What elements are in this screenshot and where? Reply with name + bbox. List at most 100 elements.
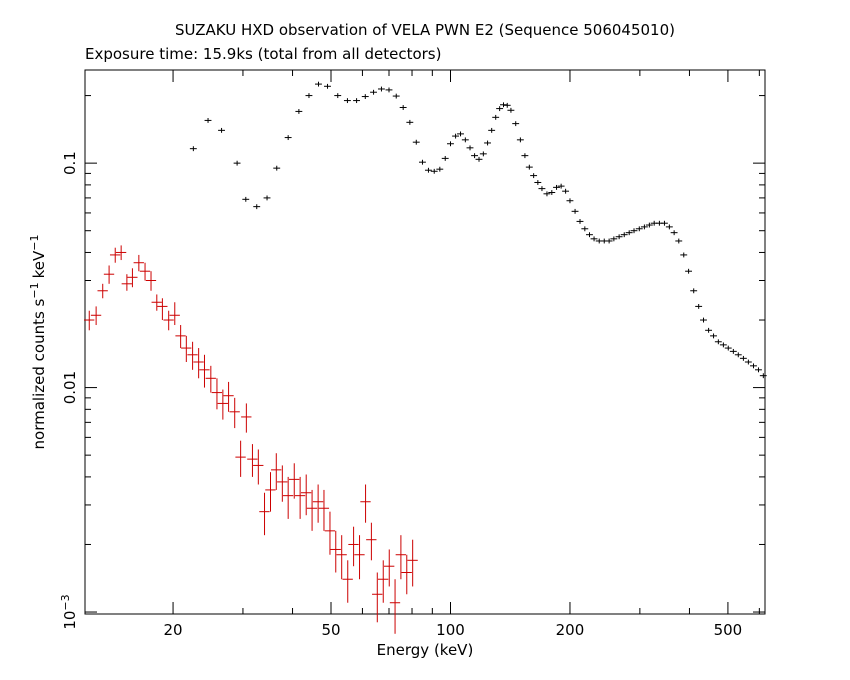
- data-point: [553, 184, 560, 190]
- data-point: [84, 310, 95, 331]
- data-point: [562, 188, 570, 194]
- data-point: [282, 476, 294, 519]
- data-point: [690, 288, 698, 294]
- data-point: [516, 137, 524, 143]
- data-point: [217, 389, 228, 420]
- data-point: [479, 151, 487, 157]
- chart-title: SUZAKU HXD observation of VELA PWN E2 (S…: [174, 21, 675, 39]
- data-point: [500, 102, 507, 108]
- data-point: [324, 511, 336, 555]
- data-point: [710, 333, 717, 339]
- data-point: [300, 474, 312, 516]
- data-point: [199, 354, 210, 388]
- data-point: [211, 378, 223, 410]
- data-point: [263, 195, 271, 201]
- data-point: [406, 119, 414, 125]
- data-point: [259, 492, 270, 536]
- data-point: [521, 153, 529, 159]
- data-point: [305, 93, 313, 99]
- data-point: [175, 325, 186, 349]
- y-axis-label-sup1: −1: [28, 282, 41, 298]
- data-point: [399, 105, 407, 110]
- data-point: [324, 83, 331, 89]
- data-point: [680, 252, 688, 258]
- data-point: [670, 230, 678, 236]
- data-point: [724, 345, 732, 351]
- data-point: [534, 180, 542, 185]
- data-point: [630, 228, 638, 234]
- data-point: [233, 160, 241, 166]
- data-point: [90, 306, 102, 326]
- data-point: [151, 294, 162, 311]
- data-point: [538, 186, 546, 192]
- data-point: [109, 247, 121, 263]
- data-point: [447, 141, 454, 147]
- data-point: [389, 579, 401, 634]
- data-point: [241, 403, 252, 433]
- data-point: [640, 224, 648, 230]
- data-point: [392, 93, 400, 99]
- x-tick-label: 500: [714, 621, 743, 639]
- data-point: [312, 484, 324, 523]
- data-point: [436, 166, 444, 172]
- data-point: [665, 224, 673, 230]
- data-point: [235, 440, 246, 477]
- data-point: [496, 106, 504, 112]
- data-point: [277, 465, 288, 502]
- data-point: [127, 268, 138, 288]
- data-point: [645, 222, 653, 228]
- data-point: [334, 93, 342, 99]
- x-tick-label: 50: [321, 621, 340, 639]
- data-point: [377, 86, 385, 92]
- data-point: [685, 268, 693, 274]
- data-point: [581, 226, 589, 232]
- data-point: [660, 220, 668, 226]
- data-point: [189, 146, 197, 152]
- data-point: [452, 133, 459, 139]
- data-point: [475, 156, 483, 162]
- y-tick-label: 0.01: [61, 371, 79, 404]
- data-point: [492, 114, 500, 120]
- data-point: [750, 363, 757, 369]
- y-tick-label: 10−3: [59, 594, 79, 629]
- data-point: [625, 230, 633, 236]
- data-point: [370, 89, 377, 95]
- data-point: [744, 359, 752, 365]
- data-point: [705, 327, 713, 333]
- y-axis-label-unit: keV: [30, 250, 48, 278]
- data-point: [571, 208, 579, 214]
- data-point: [372, 572, 383, 623]
- data-point: [739, 355, 747, 361]
- data-point: [729, 348, 737, 354]
- y-tick-label: 0.1: [61, 151, 79, 175]
- data-point: [714, 339, 722, 345]
- data-point: [295, 109, 303, 114]
- data-point: [343, 98, 351, 104]
- data-point: [318, 489, 330, 531]
- data-point: [223, 381, 234, 412]
- data-point: [306, 489, 318, 531]
- data-point: [145, 271, 157, 291]
- data-point: [620, 232, 628, 238]
- data-point: [330, 530, 341, 573]
- data-point: [354, 535, 365, 580]
- data-point: [695, 303, 703, 309]
- x-tick-label: 200: [556, 621, 585, 639]
- data-point: [412, 139, 420, 145]
- data-point: [247, 444, 258, 477]
- y-axis-label-main: normalized counts s: [30, 298, 48, 449]
- data-point: [590, 236, 598, 242]
- data-point: [605, 238, 613, 244]
- data-point: [181, 335, 192, 363]
- axis-ticks: [85, 70, 765, 614]
- data-point: [271, 453, 282, 490]
- data-point: [273, 165, 281, 171]
- data-point: [342, 560, 353, 603]
- axis-tick-labels: 20 50 100 200 500 0.1 0.01 10−3: [59, 151, 742, 639]
- data-point: [289, 463, 300, 499]
- data-point: [383, 549, 395, 587]
- data-point: [557, 183, 565, 189]
- data-point: [204, 118, 212, 123]
- plot-frame: [84, 69, 766, 615]
- data-point: [205, 365, 216, 393]
